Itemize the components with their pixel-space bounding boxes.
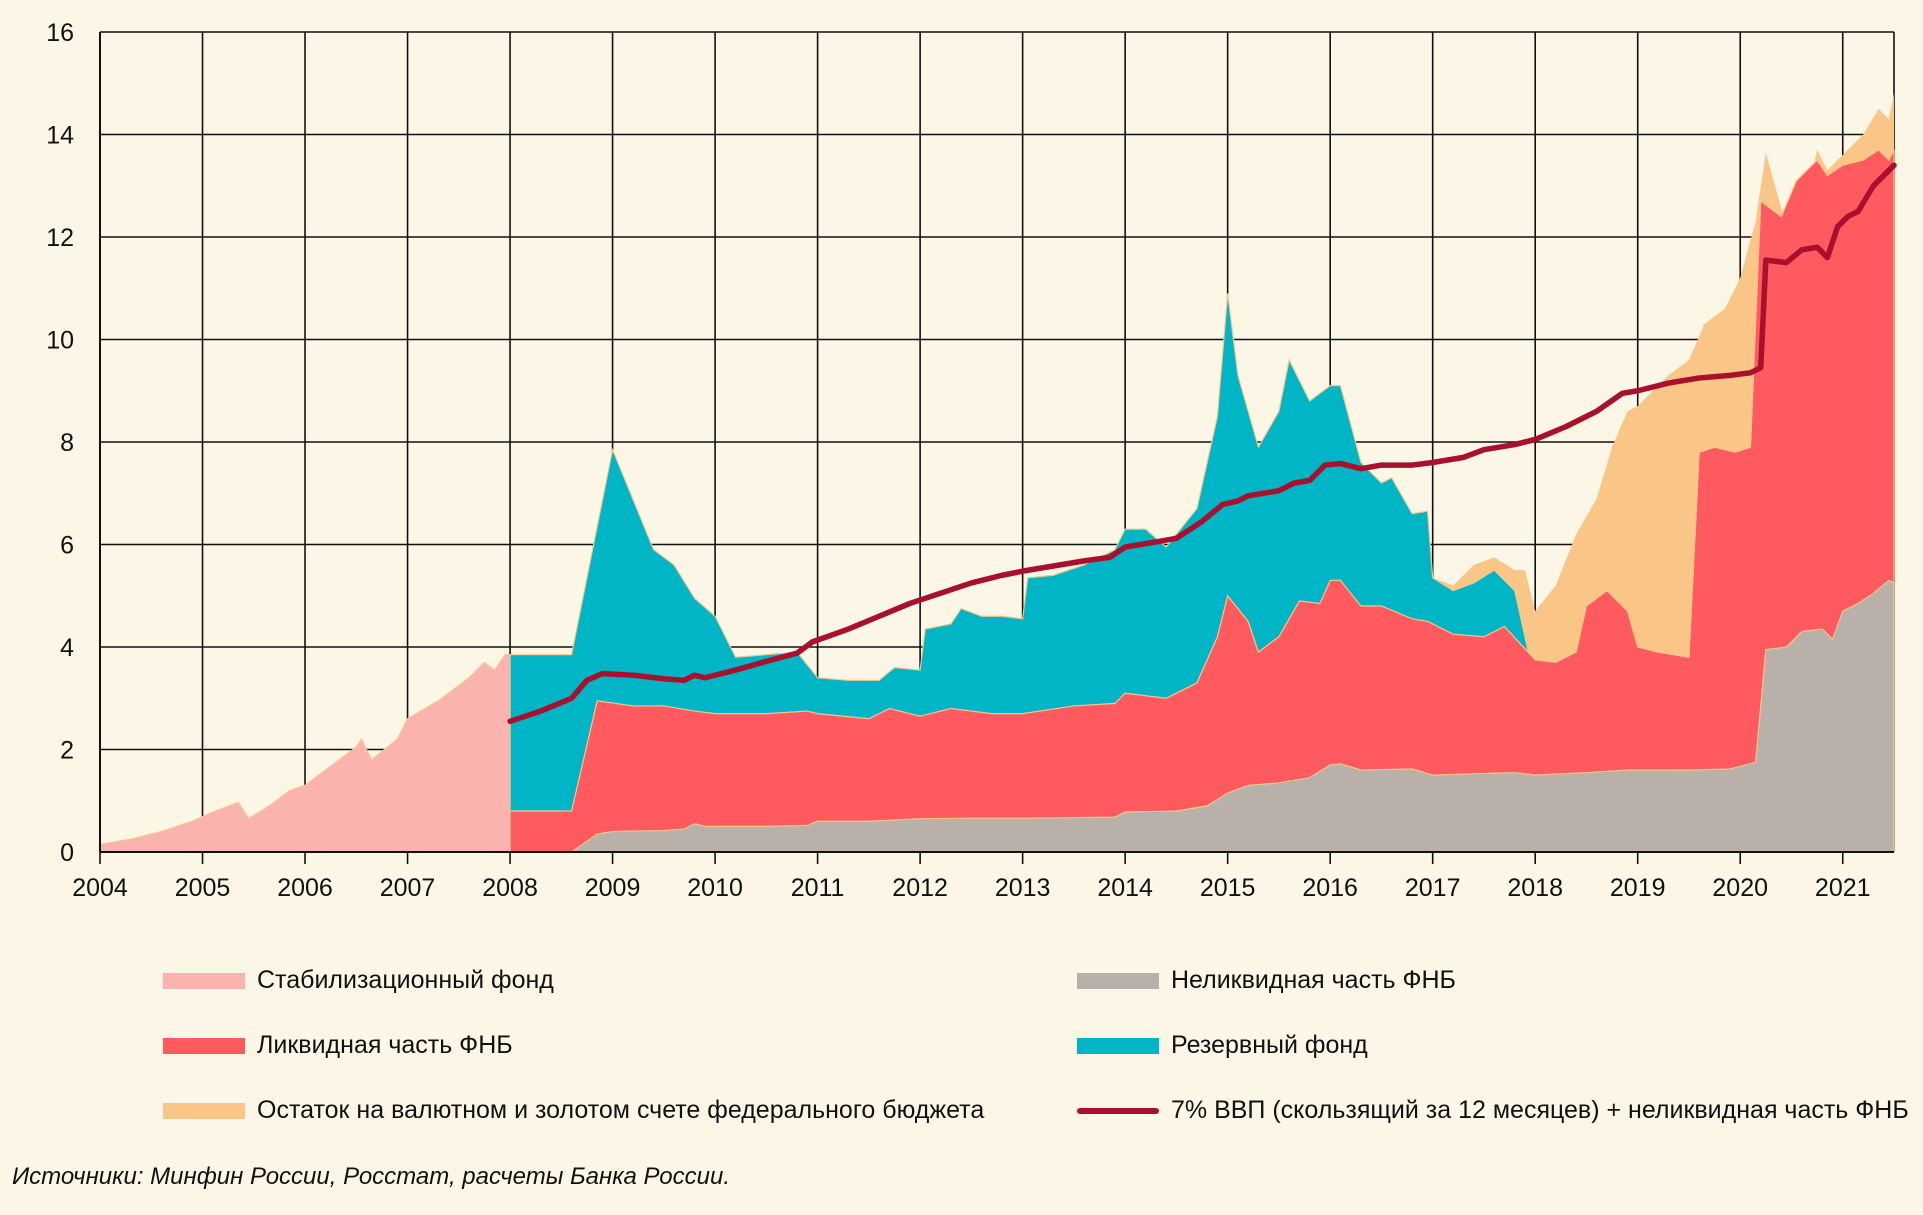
legend-label: Остаток на валютном и золотом счете феде… bbox=[257, 1096, 985, 1124]
areas bbox=[99, 93, 1895, 853]
legend-label: Ликвидная часть ФНБ bbox=[257, 1031, 513, 1059]
y-tick-label: 16 bbox=[46, 19, 74, 47]
y-tick-label: 2 bbox=[60, 737, 74, 765]
x-tick-label: 2019 bbox=[1610, 874, 1666, 902]
y-tick-label: 14 bbox=[46, 122, 74, 150]
source-note: Источники: Минфин России, Росстат, расче… bbox=[12, 1163, 730, 1190]
legend-item-stabilization-fund: Стабилизационный фонд bbox=[163, 966, 554, 995]
axes: 2004 2005 2006 2007 2008 2009 2010 2011 2012 2013… bbox=[46, 19, 1894, 902]
x-tick-label: 2016 bbox=[1302, 874, 1358, 902]
legend-item-reserve-fund: Резервный фонд bbox=[1077, 1031, 1368, 1060]
x-tick-label: 2008 bbox=[482, 874, 538, 902]
area-illiquid-nwf bbox=[510, 579, 1895, 853]
legend-swatch-illiquid-nwf bbox=[1077, 972, 1159, 989]
legend-item-gdp-line: 7% ВВП (скользящий за 12 месяцев) + нели… bbox=[1077, 1096, 1909, 1125]
legend-label: 7% ВВП (скользящий за 12 месяцев) + нели… bbox=[1171, 1096, 1909, 1124]
chart: 2004 2005 2006 2007 2008 2009 2010 2011 2012 2013… bbox=[46, 19, 1897, 902]
legend-label: Резервный фонд bbox=[1171, 1031, 1368, 1059]
x-tick-label: 2017 bbox=[1405, 874, 1461, 902]
area-stabilization-fund bbox=[99, 654, 511, 853]
x-tick-label: 2013 bbox=[995, 874, 1051, 902]
legend-swatch-liquid-nwf bbox=[163, 1037, 245, 1054]
legend-label: Неликвидная часть ФНБ bbox=[1171, 966, 1456, 994]
legend-item-budget-account: Остаток на валютном и золотом счете феде… bbox=[163, 1096, 984, 1125]
x-tick-label: 2009 bbox=[585, 874, 641, 902]
x-tick-label: 2020 bbox=[1712, 874, 1768, 902]
x-tick-label: 2012 bbox=[892, 874, 948, 902]
x-tick-label: 2006 bbox=[277, 874, 333, 902]
x-tick-label: 2018 bbox=[1507, 874, 1563, 902]
x-tick-label: 2011 bbox=[791, 874, 845, 902]
legend-label: Стабилизационный фонд bbox=[257, 966, 554, 994]
x-tick-label: 2015 bbox=[1200, 874, 1256, 902]
x-tick-label: 2007 bbox=[380, 874, 436, 902]
legend-item-liquid-nwf: Ликвидная часть ФНБ bbox=[163, 1031, 513, 1060]
legend-item-illiquid-nwf: Неликвидная часть ФНБ bbox=[1077, 966, 1456, 995]
y-tick-label: 8 bbox=[60, 429, 74, 457]
area-liquid-nwf bbox=[509, 149, 1895, 853]
y-tick-label: 10 bbox=[46, 327, 74, 355]
legend-swatch-stabilization-fund bbox=[163, 972, 245, 989]
x-tick-label: 2004 bbox=[72, 874, 128, 902]
x-tick-label: 2021 bbox=[1815, 874, 1871, 902]
x-tick-label: 2005 bbox=[175, 874, 231, 902]
legend-swatch-budget-account bbox=[163, 1102, 245, 1119]
y-tick-label: 4 bbox=[60, 634, 74, 662]
x-tick-label: 2014 bbox=[1097, 874, 1153, 902]
line-gdp-plus-illiquid bbox=[507, 162, 1897, 725]
legend-swatch-reserve-fund bbox=[1077, 1037, 1159, 1054]
x-tick-label: 2010 bbox=[687, 874, 743, 902]
legend-swatch-gdp-line bbox=[1077, 1107, 1159, 1114]
y-tick-label: 0 bbox=[60, 839, 74, 867]
lines bbox=[507, 162, 1897, 725]
y-tick-label: 6 bbox=[60, 532, 74, 560]
y-tick-label: 12 bbox=[46, 224, 74, 252]
